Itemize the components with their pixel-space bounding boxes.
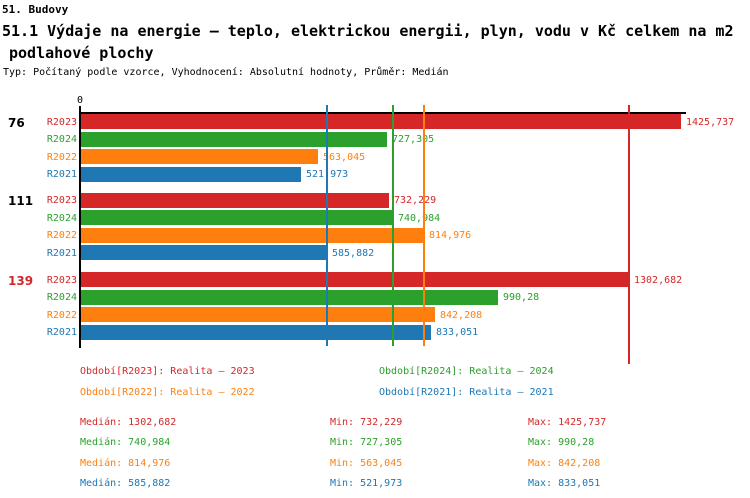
stat-max-r2024: Max: 990,28: [528, 437, 595, 449]
series-label: R2021: [46, 247, 77, 259]
bar-value-label: 833,051: [436, 327, 479, 338]
legend-item-r2021: Období[R2021]: Realita – 2021: [379, 387, 554, 398]
bar-value-label: 842,208: [440, 309, 483, 321]
bar-r2021: [81, 324, 431, 340]
group-label: 76: [8, 115, 25, 130]
indicator-meta: Typ: Počítaný podle vzorce, Vyhodnocení:…: [3, 67, 449, 78]
bar-value-label: 585,882: [332, 247, 375, 259]
y-axis-line: [79, 106, 81, 348]
stat-max-r2022: Max: 842,208: [528, 457, 601, 469]
bar-value-label: 740,984: [398, 212, 441, 224]
indicator-title-line2: podlahové plochy: [9, 44, 154, 62]
bar-r2024: [81, 210, 393, 225]
bar-r2024: [81, 131, 387, 147]
stat-median-r2024: Medián: 740,984: [80, 437, 171, 449]
bar-value-label: 727,305: [392, 134, 435, 145]
legend-item-r2024: Období[R2024]: Realita – 2024: [379, 366, 554, 377]
series-label: R2024: [46, 212, 77, 224]
bar-value-label: 990,28: [503, 292, 540, 303]
bar-r2022: [81, 149, 318, 164]
x-axis-line: [79, 112, 686, 114]
bar-r2023: [81, 192, 389, 208]
stat-min-r2021: Min: 521,973: [330, 477, 403, 489]
bar-r2023: [81, 272, 629, 287]
bar-r2023: [81, 114, 681, 129]
series-label: R2023: [46, 116, 77, 128]
stat-median-r2023: Medián: 1302,682: [80, 417, 177, 428]
series-label: R2022: [46, 309, 77, 321]
series-label: R2024: [46, 292, 77, 303]
bar-r2021: [81, 166, 301, 182]
x-axis-origin-label: 0: [76, 95, 84, 106]
bar-value-label: 1302,682: [634, 274, 683, 286]
stat-min-r2024: Min: 727,305: [330, 437, 403, 449]
bar-value-label: 563,045: [323, 151, 366, 163]
series-label: R2021: [46, 169, 77, 180]
group-label: 111: [8, 194, 34, 208]
stat-median-r2022: Medián: 814,976: [80, 457, 171, 469]
stat-min-r2022: Min: 563,045: [330, 457, 403, 469]
group-label: 139: [8, 273, 34, 288]
legend-item-r2023: Období[R2023]: Realita – 2023: [80, 366, 255, 377]
stat-max-r2021: Max: 833,051: [528, 477, 601, 489]
series-label: R2022: [46, 151, 77, 163]
bar-value-label: 1425,737: [686, 116, 735, 128]
bar-value-label: 732,229: [394, 195, 437, 206]
median-line-r2021: [326, 105, 328, 346]
bar-r2021: [81, 245, 327, 260]
series-label: R2021: [46, 327, 77, 338]
median-line-r2023: [628, 105, 630, 364]
series-label: R2024: [46, 134, 77, 145]
legend-item-r2022: Období[R2022]: Realita – 2022: [80, 387, 255, 398]
bar-r2022: [81, 307, 435, 322]
stat-min-r2023: Min: 732,229: [330, 417, 403, 428]
indicator-title-line1: 51.1 Výdaje na energie – teplo, elektric…: [2, 22, 734, 40]
series-label: R2022: [46, 230, 77, 241]
stat-median-r2021: Medián: 585,882: [80, 477, 171, 489]
bar-value-label: 814,976: [429, 230, 472, 241]
bar-r2024: [81, 289, 498, 305]
stat-max-r2023: Max: 1425,737: [528, 417, 607, 428]
median-line-r2022: [423, 105, 425, 346]
bar-r2022: [81, 227, 424, 243]
series-label: R2023: [46, 274, 77, 286]
series-label: R2023: [46, 195, 77, 206]
report-section-title: 51. Budovy: [2, 3, 69, 16]
median-line-r2024: [392, 105, 394, 346]
